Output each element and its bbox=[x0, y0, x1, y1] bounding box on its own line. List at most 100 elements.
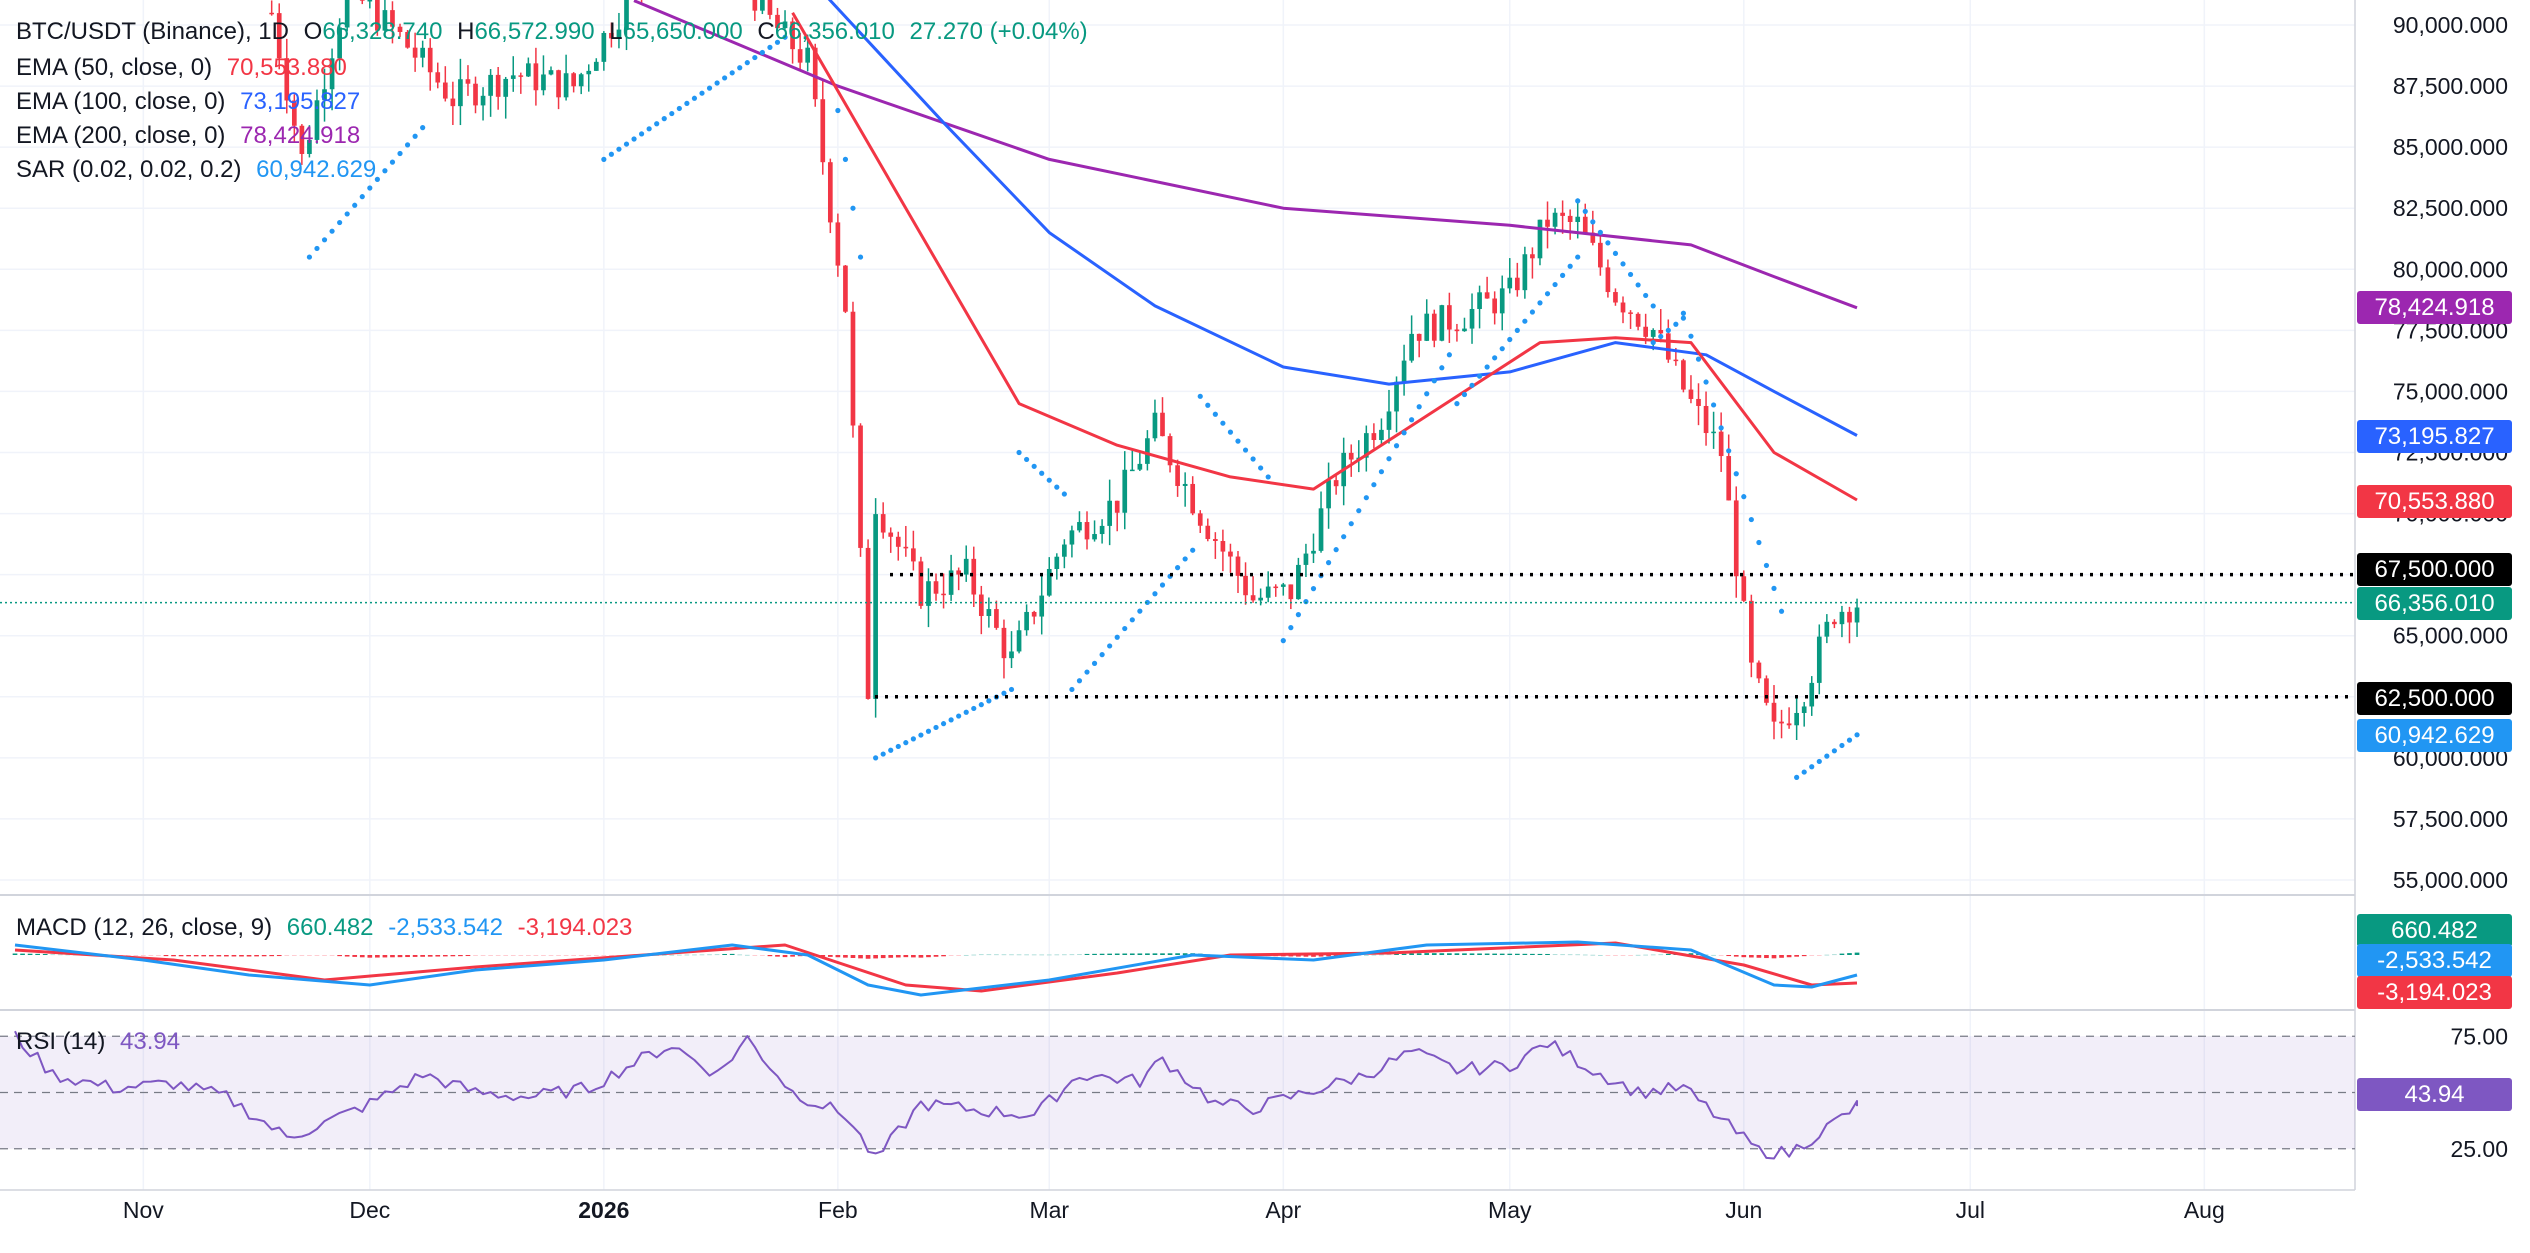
candle-body bbox=[1749, 600, 1754, 663]
macd-hist-bar bbox=[797, 955, 803, 957]
macd-hist-bar bbox=[156, 955, 161, 956]
macd-signal-value: -3,194.023 bbox=[517, 914, 633, 941]
sar-dot bbox=[737, 65, 743, 71]
macd-hist-bar bbox=[405, 955, 410, 958]
sar-dot bbox=[1431, 378, 1437, 384]
candle-body bbox=[1258, 597, 1263, 601]
macd-hist-bar bbox=[488, 955, 493, 956]
macd-hist-bar bbox=[888, 955, 894, 958]
sar-dot bbox=[744, 60, 750, 66]
macd-hist-bar bbox=[1688, 953, 1694, 955]
candle-body bbox=[1386, 411, 1392, 430]
ema200-legend[interactable]: EMA (200, close, 0) 78,424.918 bbox=[16, 120, 360, 152]
rsi-line bbox=[14, 1030, 1858, 1160]
price-tick-label: 65,000.000 bbox=[2393, 623, 2508, 649]
candle-body bbox=[1492, 298, 1498, 314]
sar-dot bbox=[752, 54, 758, 61]
macd-hist-bar bbox=[911, 955, 916, 958]
sar-dot bbox=[1024, 456, 1030, 463]
ema100-legend[interactable]: EMA (100, close, 0) 73,195.827 bbox=[16, 86, 360, 118]
candle-body bbox=[1567, 215, 1573, 222]
sar-legend[interactable]: SAR (0.02, 0.02, 0.2) 60,942.629 bbox=[16, 154, 376, 186]
macd-hist-bar bbox=[427, 955, 433, 957]
macd-hist-bar bbox=[1650, 954, 1656, 956]
candle-body bbox=[1031, 611, 1037, 617]
sar-dot bbox=[888, 747, 894, 753]
sar-dot bbox=[1748, 516, 1754, 523]
ema50-label: EMA (50, close, 0) bbox=[16, 54, 213, 81]
sar-dot bbox=[1401, 430, 1407, 436]
macd-hist-bar bbox=[548, 955, 554, 956]
rsi-band bbox=[0, 1035, 2355, 1150]
candle-body bbox=[329, 58, 335, 90]
sar-dot bbox=[842, 156, 849, 162]
macd-hist-bar bbox=[1424, 953, 1430, 955]
macd-hist-bar bbox=[714, 954, 720, 956]
candle-body bbox=[843, 265, 848, 312]
candle-body bbox=[624, 0, 629, 30]
sar-dot bbox=[782, 34, 788, 40]
macd-hist-bar bbox=[1507, 953, 1513, 955]
sar-dot bbox=[1597, 229, 1603, 235]
macd-hist-bar bbox=[1394, 953, 1399, 955]
macd-hist-bar bbox=[246, 955, 252, 957]
macd-hist-bar bbox=[1069, 954, 1075, 956]
macd-hist-bar bbox=[1129, 953, 1135, 955]
candle-body bbox=[1839, 611, 1845, 625]
candle-body bbox=[835, 222, 841, 266]
sar-dot bbox=[1325, 560, 1332, 566]
candle-body bbox=[820, 99, 826, 163]
candle-body bbox=[1182, 483, 1188, 486]
sar-dot bbox=[404, 142, 411, 148]
macd-hist-bar bbox=[1718, 955, 1724, 956]
macd-hist-bar bbox=[1847, 953, 1852, 955]
sar-dot bbox=[1529, 309, 1536, 315]
macd-hist-bar bbox=[820, 955, 826, 957]
candle-body bbox=[314, 100, 320, 140]
candle-body bbox=[427, 47, 433, 73]
macd-hist-bar bbox=[669, 954, 675, 956]
sar-dot bbox=[1250, 456, 1256, 462]
sar-dot bbox=[1575, 198, 1581, 204]
candle-body bbox=[1280, 584, 1286, 587]
sar-dot bbox=[661, 116, 667, 122]
macd-hist-bar bbox=[1409, 953, 1414, 955]
sar-dot bbox=[1469, 382, 1475, 388]
macd-hist-bar bbox=[1137, 953, 1143, 955]
sar-dot bbox=[1205, 402, 1211, 408]
sar-dot bbox=[1839, 742, 1845, 749]
candle-body bbox=[1688, 389, 1694, 399]
macd-hist-bar bbox=[125, 955, 131, 956]
macd-hist-bar bbox=[1318, 955, 1324, 957]
sar-dot bbox=[367, 185, 373, 191]
candle-body bbox=[1122, 469, 1128, 513]
time-tick-label: Jul bbox=[1956, 1197, 1985, 1223]
macd-hist-bar bbox=[284, 955, 290, 956]
price-tick-label: 55,000.000 bbox=[2393, 867, 2508, 893]
macd-hist-bar bbox=[1462, 953, 1467, 955]
sar-dot bbox=[1001, 690, 1007, 696]
macd-hist-bar bbox=[692, 954, 697, 956]
candle-body bbox=[1439, 305, 1445, 341]
sar-dot bbox=[691, 95, 698, 101]
sar-dot bbox=[759, 49, 765, 56]
high-value: 66,572.990 bbox=[474, 18, 595, 45]
macd-hist-bar bbox=[1469, 953, 1475, 955]
candle-body bbox=[412, 47, 418, 58]
macd-hist-bar bbox=[480, 955, 486, 956]
macd-legend[interactable]: MACD (12, 26, close, 9) 660.482 -2,533.5… bbox=[16, 912, 632, 944]
macd-hist-bar bbox=[1552, 954, 1558, 956]
rsi-legend[interactable]: RSI (14) 43.94 bbox=[16, 1026, 180, 1058]
candle-body bbox=[971, 558, 977, 595]
candle-body bbox=[1507, 277, 1513, 289]
candle-body bbox=[978, 594, 984, 617]
sar-dot bbox=[1227, 429, 1234, 435]
time-tick-label: Mar bbox=[1029, 1197, 1069, 1223]
macd-hist-bar bbox=[1658, 954, 1664, 956]
candle-body bbox=[911, 548, 916, 562]
ema50-legend[interactable]: EMA (50, close, 0) 70,553.880 bbox=[16, 52, 347, 84]
macd-hist-bar bbox=[782, 955, 788, 958]
macd-hist-bar bbox=[895, 955, 901, 958]
candle-body bbox=[1756, 662, 1762, 679]
